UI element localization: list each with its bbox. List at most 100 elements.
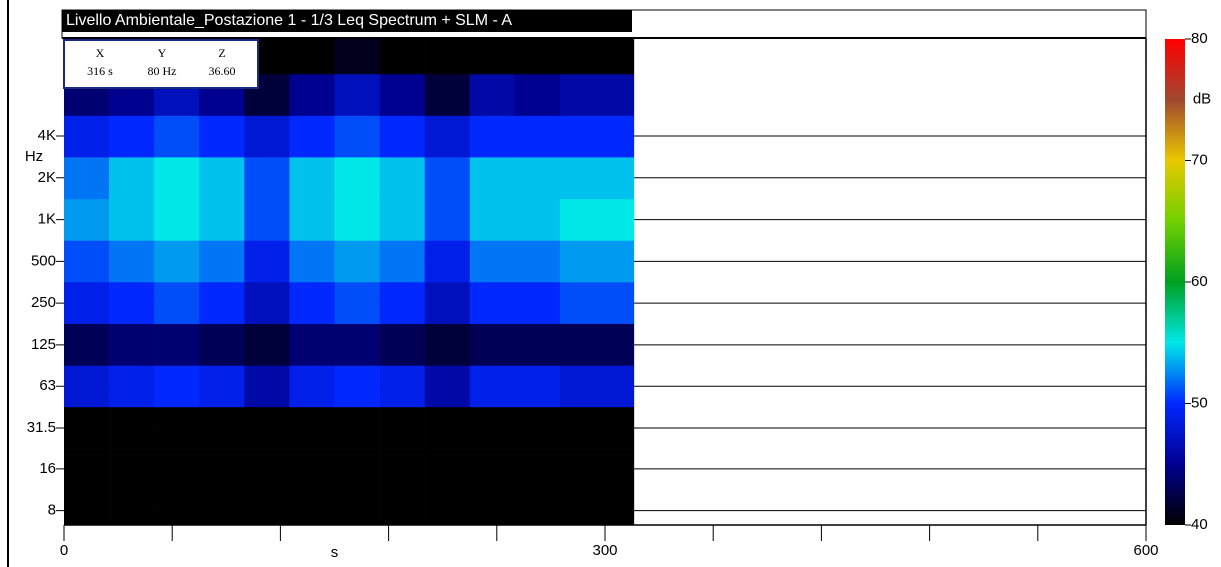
heatmap-cell: [64, 449, 109, 491]
heatmap-cell: [515, 157, 560, 199]
heatmap-cell: [154, 157, 199, 199]
heatmap-cell: [380, 282, 425, 324]
heatmap-cell: [335, 116, 380, 158]
heatmap-cell: [154, 324, 199, 366]
heatmap-cell: [244, 324, 289, 366]
heatmap-cell: [560, 282, 634, 324]
y-tick-label: 500: [31, 252, 56, 269]
x-tick-label: 600: [1133, 542, 1158, 559]
heatmap-cell: [380, 74, 425, 116]
heatmap-cell: [199, 407, 244, 449]
heatmap-cell: [470, 365, 515, 407]
heatmap-cell: [335, 365, 380, 407]
y-tick-label: 125: [31, 336, 56, 353]
heatmap-cell: [109, 116, 154, 158]
heatmap-cell: [470, 199, 515, 241]
heatmap-cell: [380, 240, 425, 282]
cursor-value: 80 Hz: [148, 64, 177, 78]
heatmap-cell: [425, 365, 470, 407]
heatmap-cell: [425, 199, 470, 241]
heatmap-cell: [515, 490, 560, 525]
heatmap-cell: [289, 365, 334, 407]
heatmap-cell: [289, 324, 334, 366]
x-axis-label: s: [331, 544, 339, 561]
heatmap-cell: [470, 324, 515, 366]
heatmap-cell: [560, 39, 634, 74]
heatmap-cell: [64, 407, 109, 449]
heatmap-cell: [109, 407, 154, 449]
heatmap-cell: [289, 39, 334, 74]
heatmap-cell: [560, 157, 634, 199]
heatmap-cell: [154, 449, 199, 491]
heatmap-cell: [560, 199, 634, 241]
heatmap-cell: [199, 490, 244, 525]
heatmap-cell: [425, 240, 470, 282]
heatmap-cell: [199, 282, 244, 324]
heatmap-cell: [425, 282, 470, 324]
heatmap-cell: [470, 407, 515, 449]
heatmap-cell: [515, 74, 560, 116]
heatmap-cell: [244, 157, 289, 199]
heatmap-cell: [335, 449, 380, 491]
heatmap-cell: [335, 240, 380, 282]
heatmap-cell: [425, 157, 470, 199]
cursor-label: Y: [158, 46, 167, 60]
heatmap-cell: [64, 324, 109, 366]
heatmap-cell: [244, 407, 289, 449]
heatmap-cell: [380, 365, 425, 407]
colorbar: 8070605040dB: [1165, 30, 1211, 533]
heatmap-cell: [560, 74, 634, 116]
heatmap-cell: [470, 39, 515, 74]
heatmap-cell: [289, 407, 334, 449]
heatmap-cell: [109, 282, 154, 324]
heatmap-cell: [289, 199, 334, 241]
heatmap-cell: [470, 74, 515, 116]
heatmap-cell: [154, 199, 199, 241]
heatmap-cell: [425, 449, 470, 491]
heatmap-cell: [109, 199, 154, 241]
y-tick-label: 4K: [38, 127, 56, 144]
y-tick-label: 2K: [38, 169, 56, 186]
heatmap-cell: [470, 116, 515, 158]
heatmap-cell: [335, 199, 380, 241]
heatmap-cell: [515, 324, 560, 366]
heatmap-cell: [244, 490, 289, 525]
heatmap-cell: [244, 449, 289, 491]
cursor-value: 36.60: [209, 64, 236, 78]
heatmap: [64, 39, 634, 525]
heatmap-cell: [64, 199, 109, 241]
heatmap-cell: [244, 240, 289, 282]
chart-title: Livello Ambientale_Postazione 1 - 1/3 Le…: [66, 12, 512, 29]
heatmap-cell: [515, 282, 560, 324]
heatmap-cell: [109, 449, 154, 491]
colorbar-gradient: [1165, 39, 1185, 525]
y-tick-label: 16: [39, 460, 56, 477]
heatmap-cell: [289, 490, 334, 525]
heatmap-cell: [64, 282, 109, 324]
x-tick-label: 300: [592, 542, 617, 559]
heatmap-cell: [199, 240, 244, 282]
colorbar-tick-label: 80: [1191, 30, 1208, 47]
cursor-label: X: [96, 46, 105, 60]
heatmap-cell: [380, 199, 425, 241]
heatmap-cell: [560, 449, 634, 491]
heatmap-cell: [470, 449, 515, 491]
heatmap-cell: [425, 116, 470, 158]
heatmap-cell: [199, 199, 244, 241]
heatmap-cell: [335, 39, 380, 74]
heatmap-cell: [515, 39, 560, 74]
heatmap-cell: [335, 407, 380, 449]
heatmap-cell: [560, 240, 634, 282]
cursor-label: Z: [218, 46, 225, 60]
heatmap-cell: [380, 407, 425, 449]
heatmap-cell: [199, 324, 244, 366]
heatmap-cell: [109, 240, 154, 282]
heatmap-cell: [244, 199, 289, 241]
heatmap-cell: [154, 407, 199, 449]
x-tick-label: 0: [60, 542, 68, 559]
heatmap-cell: [289, 116, 334, 158]
colorbar-tick-label: 60: [1191, 273, 1208, 290]
heatmap-cell: [515, 240, 560, 282]
heatmap-cell: [515, 407, 560, 449]
